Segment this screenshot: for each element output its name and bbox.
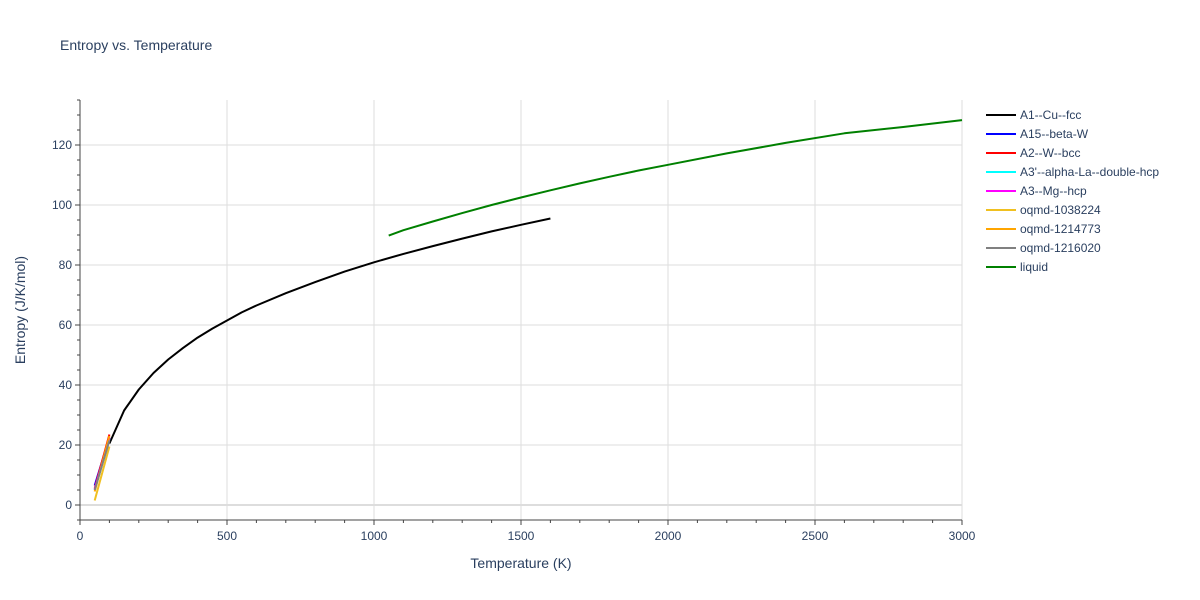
legend-label: oqmd-1216020 <box>1020 241 1101 255</box>
legend-item[interactable]: liquid <box>986 260 1048 274</box>
legend-label: oqmd-1214773 <box>1020 222 1101 236</box>
x-tick-label: 3000 <box>949 529 976 543</box>
legend-item[interactable]: A2--W--bcc <box>986 146 1080 160</box>
grid <box>80 100 963 520</box>
x-tick-label: 1500 <box>508 529 535 543</box>
legend-item[interactable]: oqmd-1038224 <box>986 203 1101 217</box>
legend-item[interactable]: oqmd-1216020 <box>986 241 1101 255</box>
legend-label: A3--Mg--hcp <box>1020 184 1087 198</box>
legend-label: oqmd-1038224 <box>1020 203 1101 217</box>
y-tick-label: 80 <box>59 258 73 272</box>
legend: A1--Cu--fcc A15--beta-W A2--W--bcc A3'--alp… <box>986 108 1159 274</box>
x-tick-label: 500 <box>217 529 237 543</box>
legend-item[interactable]: A3'--alpha-La--double-hcp <box>986 165 1159 179</box>
legend-item[interactable]: A15--beta-W <box>986 127 1089 141</box>
legend-item[interactable]: A3--Mg--hcp <box>986 184 1087 198</box>
legend-label: liquid <box>1020 260 1048 274</box>
y-tick-label: 100 <box>52 198 72 212</box>
y-tick-label: 120 <box>52 138 72 152</box>
series-line <box>108 217 551 444</box>
y-tick-label: 20 <box>59 438 73 452</box>
y-tick-label: 40 <box>59 378 73 392</box>
plot-area <box>93 119 963 501</box>
y-axis-label: Entropy (J/K/mol) <box>12 256 28 364</box>
x-axis-label: Temperature (K) <box>470 555 571 571</box>
y-tick-label: 0 <box>65 498 72 512</box>
y-tick-label: 60 <box>59 318 73 332</box>
legend-label: A2--W--bcc <box>1020 146 1080 160</box>
legend-label: A3'--alpha-La--double-hcp <box>1020 165 1159 179</box>
legend-item[interactable]: oqmd-1214773 <box>986 222 1101 236</box>
series-line <box>93 446 111 501</box>
series-line <box>93 440 111 491</box>
legend-item[interactable]: A1--Cu--fcc <box>986 108 1081 122</box>
legend-label: A1--Cu--fcc <box>1020 108 1081 122</box>
x-tick-label: 0 <box>77 529 84 543</box>
axes: 0 500 1000 1500 2000 2500 3000 0 20 40 60 80 100 120 <box>52 99 976 543</box>
legend-label: A15--beta-W <box>1020 127 1089 141</box>
x-tick-label: 2500 <box>802 529 829 543</box>
series-line <box>388 119 963 237</box>
x-tick-label: 1000 <box>361 529 388 543</box>
chart-title: Entropy vs. Temperature <box>60 37 212 53</box>
x-tick-label: 2000 <box>655 529 682 543</box>
